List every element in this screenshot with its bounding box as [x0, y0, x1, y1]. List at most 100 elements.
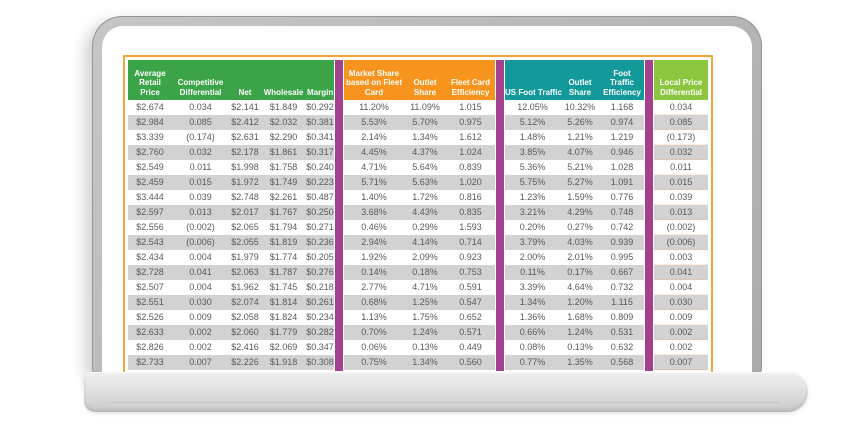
table-row: 0.041 — [654, 265, 708, 280]
data-cell: 0.041 — [669, 267, 693, 277]
table-row: 0.68% 1.25% 0.547 — [344, 295, 495, 310]
data-cell: 0.041 — [189, 267, 212, 277]
data-cell: $0.223 — [306, 177, 334, 187]
data-cell: $1.998 — [231, 162, 259, 172]
data-cell: 1.72% — [412, 192, 438, 202]
data-cell: 0.009 — [189, 312, 212, 322]
data-cell: 0.013 — [669, 207, 693, 217]
data-cell: 1.612 — [459, 132, 482, 142]
table-row: 0.032 — [654, 145, 708, 160]
laptop-screen: Average Retail Price Competitive Differen… — [92, 16, 762, 376]
table-row: $2.556 (0.002) $2.065 $1.794 $0.271 — [128, 220, 334, 235]
data-cell: 4.71% — [361, 162, 387, 172]
data-cell: $0.381 — [306, 117, 334, 127]
table-row: 0.75% 1.34% 0.560 — [344, 355, 495, 370]
data-cell: 0.002 — [669, 342, 693, 352]
data-cell: $0.292 — [306, 102, 334, 112]
data-cell: 5.12% — [519, 117, 546, 127]
data-cell: 4.14% — [412, 237, 438, 247]
data-cell: 2.14% — [361, 132, 387, 142]
data-cell: $0.240 — [306, 162, 334, 172]
table-row: $2.434 0.004 $1.979 $1.774 $0.205 — [128, 250, 334, 265]
table-row: 5.75% 5.27% 1.091 — [505, 175, 644, 190]
data-cell: 0.974 — [610, 117, 634, 127]
table-row: 1.92% 2.09% 0.923 — [344, 250, 495, 265]
data-cell: $2.434 — [136, 252, 164, 262]
laptop-base-groove — [105, 402, 780, 403]
table-row: 0.66% 1.24% 0.531 — [505, 325, 644, 340]
data-cell: 2.09% — [412, 252, 438, 262]
data-cell: 0.70% — [361, 327, 387, 337]
report-table: Average Retail Price Competitive Differen… — [123, 55, 713, 376]
table-row: 0.030 — [654, 295, 708, 310]
data-cell: 0.568 — [610, 357, 634, 367]
data-cell: 0.632 — [610, 342, 634, 352]
data-cell: 0.923 — [459, 252, 482, 262]
data-cell: $2.507 — [136, 282, 164, 292]
data-cell: 4.03% — [567, 237, 593, 247]
data-cell: (0.174) — [186, 132, 215, 142]
data-cell: $2.065 — [231, 222, 259, 232]
header-cell-fleet-card-0: Market Share based on Fleet Card — [345, 68, 402, 97]
data-cell: $2.060 — [231, 327, 259, 337]
data-cell: $0.317 — [306, 147, 334, 157]
table-row: 3.21% 4.29% 0.748 — [505, 205, 644, 220]
data-cell: $2.459 — [136, 177, 164, 187]
data-cell: 0.835 — [459, 207, 482, 217]
table-row: 0.007 — [654, 355, 708, 370]
table-row: 0.70% 1.24% 0.571 — [344, 325, 495, 340]
data-cell: 1.34% — [412, 132, 438, 142]
data-cell: 3.21% — [519, 207, 546, 217]
data-cell: 5.36% — [519, 162, 546, 172]
data-cell: $2.063 — [231, 267, 259, 277]
data-cell: $2.141 — [231, 102, 259, 112]
table-row: 2.14% 1.34% 1.612 — [344, 130, 495, 145]
data-cell: 0.032 — [669, 147, 693, 157]
header-row-local-price: Local Price Differential — [654, 60, 708, 100]
data-cell: 2.01% — [567, 252, 593, 262]
group-separator — [335, 60, 343, 371]
data-cell: (0.006) — [186, 237, 215, 247]
data-cell: 0.560 — [459, 357, 482, 367]
data-cell: 0.002 — [189, 327, 212, 337]
data-cell: 1.24% — [567, 327, 593, 337]
header-cell-fleet-card-1: Outlet Share — [413, 78, 437, 97]
table-row: $2.459 0.015 $1.972 $1.749 $0.223 — [128, 175, 334, 190]
header-cell-pricing-4: Margin — [307, 87, 334, 97]
data-cell: 1.40% — [361, 192, 387, 202]
data-cell: $2.226 — [231, 357, 259, 367]
data-cell: $1.824 — [269, 312, 298, 322]
data-cell: 0.002 — [189, 342, 212, 352]
table-row: 1.48% 1.21% 1.219 — [505, 130, 644, 145]
data-cell: 0.030 — [669, 297, 693, 307]
data-cell: $2.674 — [136, 102, 164, 112]
data-cell: $2.412 — [231, 117, 259, 127]
data-cell: $1.794 — [269, 222, 298, 232]
data-cell: 1.34% — [519, 297, 546, 307]
data-cell: 0.939 — [610, 237, 634, 247]
data-cell: 1.48% — [519, 132, 546, 142]
table-row: 3.39% 4.64% 0.732 — [505, 280, 644, 295]
column-group-foot-traffic: US Foot Traffic Outlet Share Foot Traffic … — [505, 60, 644, 371]
table-row: 5.12% 5.26% 0.974 — [505, 115, 644, 130]
data-cell: $1.849 — [269, 102, 298, 112]
header-cell-foot-traffic-0: US Foot Traffic — [505, 87, 562, 97]
table-row: 5.71% 5.63% 1.020 — [344, 175, 495, 190]
header-row-fleet-card: Market Share based on Fleet Card Outlet S… — [344, 60, 495, 100]
data-cell: 4.64% — [567, 282, 593, 292]
data-cell: $1.779 — [269, 327, 298, 337]
data-cell: 0.039 — [189, 192, 212, 202]
data-cell: $2.633 — [136, 327, 164, 337]
data-cell: 2.77% — [361, 282, 387, 292]
data-cell: $2.416 — [231, 342, 259, 352]
data-cell: $1.749 — [269, 177, 298, 187]
data-cell: 3.68% — [361, 207, 387, 217]
data-cell: $2.543 — [136, 237, 164, 247]
data-cell: 5.71% — [361, 177, 387, 187]
data-cell: 0.839 — [459, 162, 482, 172]
data-cell: 0.030 — [189, 297, 212, 307]
table-row: 0.004 — [654, 280, 708, 295]
data-cell: 1.219 — [610, 132, 634, 142]
data-cell: 2.00% — [519, 252, 546, 262]
data-cell: 2.94% — [361, 237, 387, 247]
